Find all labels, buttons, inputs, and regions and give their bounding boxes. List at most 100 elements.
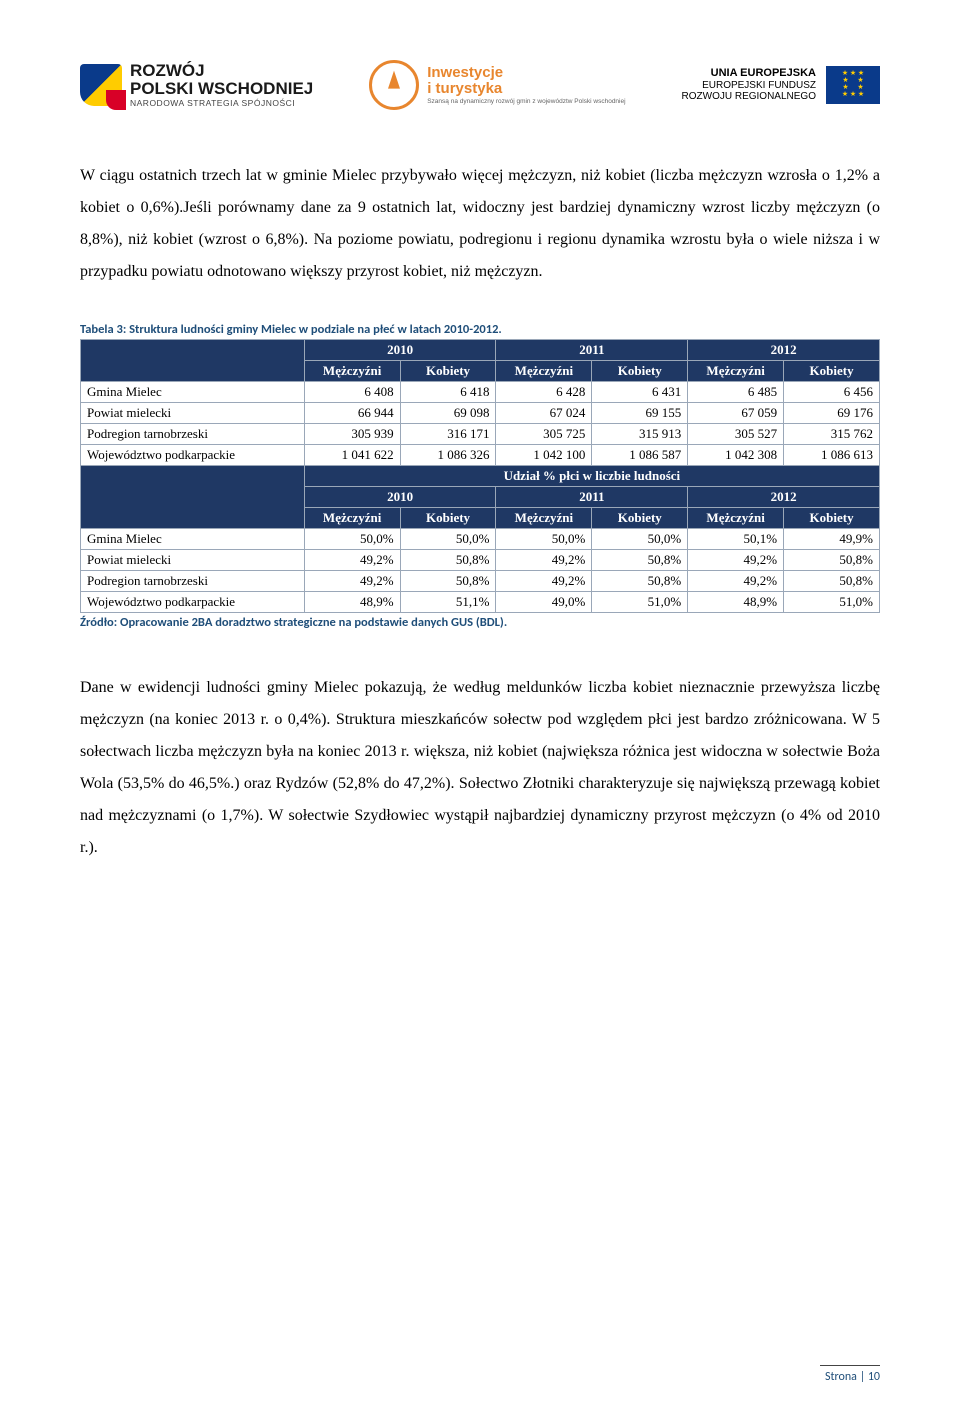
table-header-cell: 2011 [496, 340, 688, 361]
table-header-cell: 2012 [688, 340, 880, 361]
logo-unia-europejska: UNIA EUROPEJSKA EUROPEJSKI FUNDUSZ ROZWO… [682, 66, 880, 104]
table-header-cell [81, 340, 305, 382]
table-cell: 51,0% [592, 592, 688, 613]
population-table: 201020112012MężczyźniKobietyMężczyźniKob… [80, 339, 880, 613]
table-header-cell: 2012 [688, 487, 880, 508]
table-header-cell: Mężczyźni [496, 508, 592, 529]
header-logo-row: ROZWÓJ POLSKI WSCHODNIEJ NARODOWA STRATE… [80, 60, 880, 110]
table-cell: 50,0% [496, 529, 592, 550]
page-number: Strona | 10 [825, 1370, 880, 1384]
table-cell: 50,0% [592, 529, 688, 550]
table-cell: 1 086 587 [592, 445, 688, 466]
table-cell: 50,8% [592, 550, 688, 571]
table-header-cell: Kobiety [784, 508, 880, 529]
table-header-cell: Udział % płci w liczbie ludności [304, 466, 879, 487]
table-cell: 48,9% [688, 592, 784, 613]
table-row: Województwo podkarpackie1 041 6221 086 3… [81, 445, 880, 466]
table-caption: Tabela 3: Struktura ludności gminy Miele… [80, 322, 880, 337]
table-cell: 49,0% [496, 592, 592, 613]
table-cell: 6 456 [784, 382, 880, 403]
table-source: Źródło: Opracowanie 2BA doradztwo strate… [80, 615, 880, 630]
table-row: 201020112012 [81, 340, 880, 361]
table-cell: 49,2% [496, 550, 592, 571]
table-header-cell: Mężczyźni [688, 361, 784, 382]
table-cell: 66 944 [304, 403, 400, 424]
table-cell: Gmina Mielec [81, 529, 305, 550]
table-cell: Województwo podkarpackie [81, 445, 305, 466]
compass-icon [369, 60, 419, 110]
table-cell: Powiat mielecki [81, 403, 305, 424]
table-cell: 305 527 [688, 424, 784, 445]
logo-left-line3: NARODOWA STRATEGIA SPÓJNOŚCI [130, 99, 313, 108]
table-cell: 49,2% [304, 571, 400, 592]
table-row: Podregion tarnobrzeski305 939316 171305 … [81, 424, 880, 445]
logo-right-line3: ROZWOJU REGIONALNEGO [682, 91, 816, 103]
table-cell: 1 042 308 [688, 445, 784, 466]
table-header-cell: Kobiety [592, 508, 688, 529]
table-cell: 1 086 613 [784, 445, 880, 466]
document-page: ROZWÓJ POLSKI WSCHODNIEJ NARODOWA STRATE… [0, 0, 960, 1418]
table-cell: 50,0% [400, 529, 496, 550]
table-row: Udział % płci w liczbie ludności [81, 466, 880, 487]
table-cell: 49,2% [496, 571, 592, 592]
table-cell: 51,1% [400, 592, 496, 613]
logo-right-text: UNIA EUROPEJSKA EUROPEJSKI FUNDUSZ ROZWO… [682, 67, 816, 103]
table-header-cell: Mężczyźni [304, 508, 400, 529]
table-cell: 50,8% [784, 550, 880, 571]
table-cell: 49,2% [304, 550, 400, 571]
logo-inwestycje-turystyka: Inwestycje i turystyka Szansą na dynamic… [369, 60, 625, 110]
logo-center-line3: Szansą na dynamiczny rozwój gmin z wojew… [427, 98, 625, 105]
stylized-flag-icon [80, 64, 122, 106]
table-row: Gmina Mielec6 4086 4186 4286 4316 4856 4… [81, 382, 880, 403]
table-header-cell: 2010 [304, 340, 496, 361]
table-cell: 316 171 [400, 424, 496, 445]
table-row: Gmina Mielec50,0%50,0%50,0%50,0%50,1%49,… [81, 529, 880, 550]
table-row: Powiat mielecki49,2%50,8%49,2%50,8%49,2%… [81, 550, 880, 571]
table-row: Podregion tarnobrzeski49,2%50,8%49,2%50,… [81, 571, 880, 592]
logo-right-line1: UNIA EUROPEJSKA [682, 67, 816, 80]
table-row: Województwo podkarpackie48,9%51,1%49,0%5… [81, 592, 880, 613]
logo-rozwoj-polski-wschodniej: ROZWÓJ POLSKI WSCHODNIEJ NARODOWA STRATE… [80, 62, 313, 109]
logo-left-line2: POLSKI WSCHODNIEJ [130, 80, 313, 98]
table-header-cell: 2010 [304, 487, 496, 508]
table-cell: 51,0% [784, 592, 880, 613]
logo-left-text: ROZWÓJ POLSKI WSCHODNIEJ NARODOWA STRATE… [130, 62, 313, 109]
table-cell: 48,9% [304, 592, 400, 613]
table-cell: 69 155 [592, 403, 688, 424]
logo-center-line2: i turystyka [427, 81, 625, 98]
table-cell: Gmina Mielec [81, 382, 305, 403]
table-header-cell: Kobiety [592, 361, 688, 382]
table-cell: 315 762 [784, 424, 880, 445]
table-cell: 69 176 [784, 403, 880, 424]
table-cell: 1 042 100 [496, 445, 592, 466]
table-cell: Podregion tarnobrzeski [81, 424, 305, 445]
table-header-cell: Kobiety [400, 508, 496, 529]
logo-center-text: Inwestycje i turystyka Szansą na dynamic… [427, 65, 625, 105]
table-cell: 50,8% [592, 571, 688, 592]
table-cell: 67 024 [496, 403, 592, 424]
table-header-cell: Kobiety [784, 361, 880, 382]
table-cell: 315 913 [592, 424, 688, 445]
table-cell: 50,8% [784, 571, 880, 592]
eu-flag-icon [826, 66, 880, 104]
table-cell: 50,8% [400, 550, 496, 571]
table-header-cell: Mężczyźni [304, 361, 400, 382]
table-cell: Województwo podkarpackie [81, 592, 305, 613]
table-cell: 6 431 [592, 382, 688, 403]
table-cell: 67 059 [688, 403, 784, 424]
table-cell: 6 418 [400, 382, 496, 403]
table-cell: 305 725 [496, 424, 592, 445]
table-cell: 6 408 [304, 382, 400, 403]
table-cell: 50,0% [304, 529, 400, 550]
table-cell: 6 428 [496, 382, 592, 403]
table-cell: 49,2% [688, 571, 784, 592]
table-cell: 50,1% [688, 529, 784, 550]
footer-rule [820, 1365, 880, 1366]
table-cell: 50,8% [400, 571, 496, 592]
table-row: Powiat mielecki66 94469 09867 02469 1556… [81, 403, 880, 424]
table-cell: 6 485 [688, 382, 784, 403]
table-header-cell: Mężczyźni [496, 361, 592, 382]
table-cell: 49,9% [784, 529, 880, 550]
paragraph-2: Dane w ewidencji ludności gminy Mielec p… [80, 672, 880, 864]
logo-center-line1: Inwestycje [427, 65, 625, 82]
